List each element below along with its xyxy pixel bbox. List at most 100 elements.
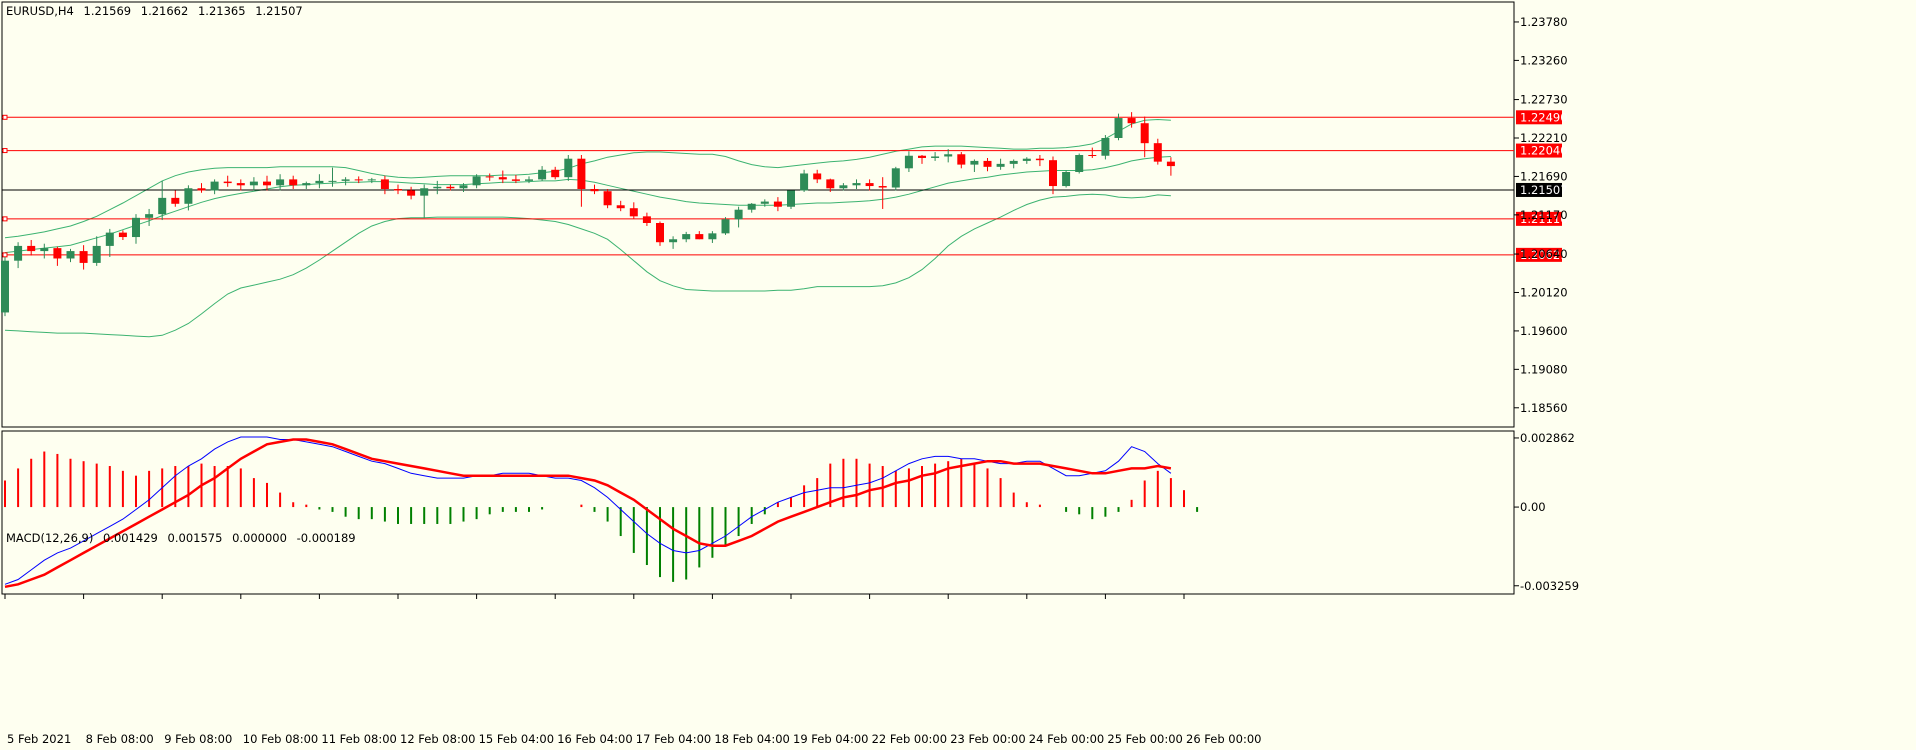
- candle-body: [276, 179, 285, 186]
- bearish-candle: [511, 174, 520, 184]
- macd-pane-frame: [1, 430, 1515, 595]
- candle-body: [472, 176, 481, 186]
- bearish-candle: [446, 184, 455, 191]
- candle-body: [695, 234, 704, 240]
- candle-body: [171, 197, 180, 204]
- bullish-candle: [564, 155, 573, 181]
- bearish-candle: [642, 212, 651, 226]
- time-axis: 5 Feb 2021 8 Feb 08:00 9 Feb 08:00 10 Feb 0…: [4, 594, 1261, 746]
- bearish-candle: [603, 189, 612, 209]
- time-tick-label: 10 Feb 08:00: [243, 732, 318, 746]
- level-price-box: [1516, 110, 1562, 125]
- bearish-candle: [407, 186, 416, 200]
- macd-main-line: [4, 436, 1172, 585]
- bullish-candle: [14, 242, 23, 269]
- macd-main-value: 0.001429: [103, 531, 158, 545]
- bearish-candle: [1127, 112, 1136, 128]
- level-price-label: 1.20629: [1520, 248, 1568, 262]
- level-handle: [2, 252, 8, 258]
- level-price-label: 1.22490: [1520, 110, 1568, 124]
- bullish-candle: [931, 152, 940, 161]
- bearish-candle: [656, 221, 664, 246]
- macd-pane: 0.002862 0.00 -0.003259: [4, 431, 1579, 593]
- candle-body: [511, 179, 520, 181]
- price-axis: 1.23780 1.23260 1.22730 1.22210 1.21690 1.211…: [1514, 15, 1568, 415]
- bullish-candle: [800, 169, 809, 192]
- time-tick-label: 16 Feb 04:00: [557, 732, 632, 746]
- macd-tick-label: 0.00: [1520, 500, 1546, 514]
- bullish-candle: [747, 203, 756, 213]
- candle-body: [970, 160, 979, 165]
- bullish-candle: [276, 174, 285, 191]
- bullish-candle: [420, 184, 429, 218]
- candle-body: [118, 232, 127, 238]
- horizontal-levels[interactable]: 1.22490 1.22040 1.21116 1.20629 1.21507: [2, 110, 1568, 262]
- bullish-candle: [721, 217, 730, 235]
- candle-body: [14, 245, 23, 261]
- bollinger-middle-line: [4, 156, 1171, 254]
- candle-body: [931, 156, 940, 158]
- bullish-candle: [852, 179, 861, 189]
- time-tick-label: 15 Feb 04:00: [479, 732, 554, 746]
- main-pane-title: EURUSD,H4 1.21569 1.21662 1.21365 1.2150…: [6, 4, 309, 18]
- bearish-candle: [1153, 138, 1162, 165]
- last-price-label: 1.21507: [1520, 183, 1568, 197]
- candle-body: [957, 154, 966, 165]
- quote-close: 1.21507: [255, 4, 303, 18]
- candle-body: [656, 223, 664, 243]
- bullish-candle: [682, 231, 691, 243]
- bearish-candle: [223, 175, 232, 187]
- bullish-candle: [210, 179, 219, 195]
- level-price-box: [1516, 247, 1562, 262]
- bearish-candle: [354, 176, 363, 184]
- bullish-candle: [538, 166, 547, 181]
- bearish-candle: [118, 230, 127, 240]
- macd-tick-label: -0.003259: [1520, 579, 1579, 593]
- bearish-candle: [957, 152, 966, 169]
- bullish-candle: [105, 228, 114, 257]
- candle-body: [1035, 158, 1044, 161]
- candle-body: [105, 232, 114, 246]
- candle-body: [433, 186, 442, 189]
- candle-body: [341, 179, 350, 181]
- candle-body: [446, 186, 455, 189]
- candle-body: [525, 179, 533, 181]
- candle-body: [904, 155, 913, 169]
- candle-body: [551, 169, 560, 178]
- bullish-candle: [1062, 170, 1071, 188]
- bearish-candle: [394, 184, 402, 195]
- bullish-candle: [66, 248, 75, 263]
- bullish-candle: [1009, 159, 1018, 169]
- bullish-candle: [1022, 157, 1031, 164]
- bearish-candle: [878, 177, 887, 209]
- bollinger-upper-line: [4, 118, 1171, 239]
- candle-body: [1114, 118, 1123, 138]
- bearish-candle: [773, 197, 782, 212]
- candle-body: [407, 190, 416, 196]
- bullish-candle: [302, 181, 311, 189]
- candle-body: [485, 176, 494, 178]
- price-tick-label: 1.23780: [1520, 15, 1568, 29]
- bearish-candle: [577, 155, 586, 207]
- bearish-candle: [918, 155, 926, 164]
- candle-body: [708, 233, 717, 240]
- bollinger-bands: [4, 118, 1171, 338]
- candle-body: [839, 185, 848, 189]
- macd-signal-line: [4, 438, 1172, 589]
- candle-body: [878, 186, 887, 188]
- macd-tick-label: 0.002862: [1520, 431, 1575, 445]
- time-tick-label: 25 Feb 00:00: [1107, 732, 1182, 746]
- last-price-box: [1516, 182, 1562, 197]
- bullish-candle: [341, 177, 350, 186]
- time-tick-label: 11 Feb 08:00: [321, 732, 396, 746]
- macd-hist-value: -0.000189: [296, 531, 356, 545]
- bullish-candle: [1, 257, 9, 317]
- bearish-candle: [27, 240, 36, 256]
- candle-body: [367, 179, 376, 181]
- candle-body: [210, 181, 219, 191]
- candle-body: [734, 209, 743, 220]
- macd-label: MACD(12,26,9): [6, 531, 94, 545]
- time-tick-label: 5 Feb 2021: [7, 732, 71, 746]
